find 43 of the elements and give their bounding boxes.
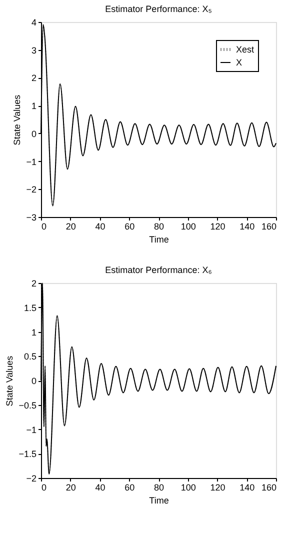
x-tick-label: 20 bbox=[66, 222, 76, 232]
y-tick-label: 1.5 bbox=[24, 302, 36, 313]
y-tick-label: −3 bbox=[26, 212, 36, 222]
x-tick-label: 100 bbox=[180, 482, 196, 492]
x-axis-title: Time bbox=[149, 234, 169, 244]
x-tick-label: 0 bbox=[42, 482, 47, 492]
y-tick-label: 3 bbox=[31, 45, 36, 56]
legend-label: X bbox=[236, 58, 242, 68]
x-tick-label: 80 bbox=[154, 222, 164, 232]
y-axis-title: State Values bbox=[4, 355, 15, 406]
x-tick-label: 100 bbox=[180, 222, 196, 232]
chart-title: Estimator Performance: X₅ bbox=[105, 4, 212, 14]
x-tick-label: 20 bbox=[66, 482, 76, 492]
x-tick-label: 140 bbox=[240, 222, 255, 232]
x-tick-label: 80 bbox=[154, 482, 164, 492]
x-tick-label: 60 bbox=[124, 482, 135, 492]
chart-title: Estimator Performance: X₆ bbox=[105, 265, 212, 275]
y-tick-label: −1 bbox=[26, 424, 36, 435]
y-tick-label: −2 bbox=[26, 184, 36, 195]
x-tick-label: 40 bbox=[95, 482, 106, 492]
y-axis-title: State Values bbox=[12, 94, 22, 146]
x-axis-title: Time bbox=[149, 496, 169, 506]
x-tick-label: 160 bbox=[261, 482, 276, 492]
x-tick-label: 160 bbox=[261, 222, 276, 232]
y-tick-label: −1 bbox=[26, 156, 36, 167]
legend-label: Xest bbox=[236, 44, 255, 54]
y-tick-label: 0.5 bbox=[24, 352, 36, 362]
x-tick-label: 60 bbox=[124, 222, 135, 232]
y-tick-label: 0 bbox=[31, 128, 36, 139]
y-tick-label: 2 bbox=[31, 278, 36, 288]
y-tick-label: 0 bbox=[31, 376, 36, 386]
x-tick-label: 120 bbox=[210, 222, 226, 232]
y-tick-label: −1.5 bbox=[18, 449, 36, 460]
x-tick-label: 40 bbox=[95, 222, 106, 232]
y-tick-label: 1 bbox=[31, 101, 36, 112]
y-tick-label: −2 bbox=[26, 474, 36, 484]
y-tick-label: 1 bbox=[31, 327, 36, 338]
y-tick-label: 4 bbox=[31, 18, 36, 28]
x-tick-label: 140 bbox=[240, 482, 255, 492]
x-tick-label: 120 bbox=[210, 482, 226, 492]
y-tick-label: 2 bbox=[31, 73, 36, 84]
y-tick-label: −0.5 bbox=[18, 400, 36, 410]
x-tick-label: 0 bbox=[42, 222, 47, 232]
